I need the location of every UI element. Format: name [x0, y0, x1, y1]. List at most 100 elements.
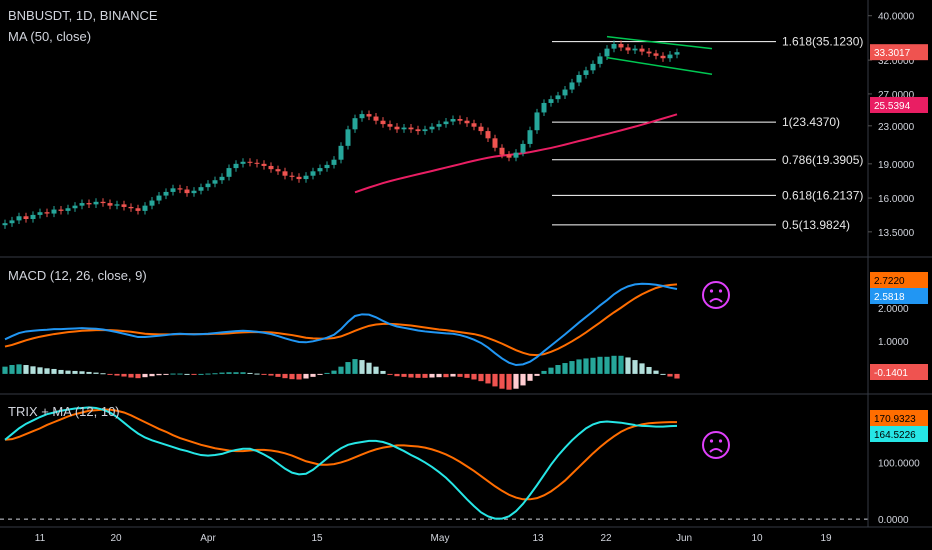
candle[interactable] [86, 203, 92, 205]
channel-upper-line[interactable] [606, 35, 713, 50]
candle[interactable] [156, 195, 162, 201]
candle[interactable] [380, 120, 386, 125]
candle[interactable] [107, 203, 113, 206]
candle[interactable] [604, 48, 610, 57]
candle[interactable] [30, 214, 36, 220]
candle[interactable] [303, 175, 309, 180]
candle[interactable] [282, 171, 288, 176]
candle[interactable] [590, 63, 596, 71]
candle[interactable] [534, 112, 540, 131]
symbol-title[interactable]: BNBUSDT, 1D, BINANCE [8, 8, 158, 23]
candle[interactable] [520, 143, 526, 153]
candle[interactable] [128, 206, 134, 209]
channel-lower-line[interactable] [606, 56, 713, 76]
candle[interactable] [513, 152, 519, 158]
candle[interactable] [415, 129, 421, 132]
candle[interactable] [296, 176, 302, 180]
candle[interactable] [170, 188, 176, 192]
candle[interactable] [261, 163, 267, 166]
candle[interactable] [275, 169, 281, 172]
candle[interactable] [338, 145, 344, 160]
candle[interactable] [114, 204, 120, 206]
candle[interactable] [23, 216, 29, 220]
candle[interactable] [37, 212, 43, 215]
candle[interactable] [9, 220, 15, 224]
candle[interactable] [394, 126, 400, 130]
candle[interactable] [569, 82, 575, 90]
candle[interactable] [429, 126, 435, 130]
ma-indicator-label[interactable]: MA (50, close) [8, 29, 92, 44]
candle[interactable] [254, 162, 260, 164]
candle[interactable] [191, 190, 197, 194]
candle[interactable] [163, 191, 169, 196]
candle[interactable] [359, 114, 365, 119]
candle[interactable] [548, 99, 554, 103]
candle[interactable] [219, 176, 225, 181]
candle[interactable] [387, 124, 393, 127]
candle[interactable] [142, 205, 148, 211]
candle[interactable] [583, 70, 589, 75]
candle[interactable] [240, 161, 246, 164]
candle[interactable] [135, 208, 141, 211]
macd-signal-line[interactable] [4, 283, 678, 357]
candle[interactable] [51, 209, 57, 214]
candle[interactable] [149, 200, 155, 206]
candle[interactable] [72, 205, 78, 209]
candle[interactable] [310, 171, 316, 176]
candle[interactable] [674, 52, 680, 55]
candle[interactable] [121, 204, 127, 207]
candle[interactable] [366, 114, 372, 117]
candle[interactable] [527, 130, 533, 144]
candle[interactable] [352, 118, 358, 130]
candle[interactable] [443, 121, 449, 125]
trix-ma-line[interactable] [4, 408, 678, 501]
candle[interactable] [506, 154, 512, 158]
candle[interactable] [408, 127, 414, 130]
trix-line[interactable] [4, 406, 678, 520]
candle[interactable] [471, 123, 477, 127]
candle[interactable] [247, 161, 253, 163]
candle[interactable] [541, 102, 547, 113]
candle[interactable] [345, 129, 351, 146]
candle[interactable] [492, 138, 498, 148]
candle[interactable] [457, 119, 463, 121]
candle[interactable] [667, 54, 673, 59]
candle[interactable] [653, 53, 659, 56]
candle[interactable] [44, 212, 50, 214]
candle[interactable] [597, 56, 603, 64]
trix-indicator-label[interactable]: TRIX + MA (12, 10) [8, 404, 120, 419]
candle[interactable] [555, 95, 561, 100]
candle[interactable] [212, 180, 218, 184]
candle[interactable] [422, 129, 428, 132]
candle[interactable] [436, 124, 442, 127]
candle[interactable] [450, 119, 456, 122]
candle[interactable] [625, 47, 631, 51]
candle[interactable] [100, 201, 106, 204]
candle[interactable] [632, 48, 638, 51]
candle[interactable] [660, 55, 666, 59]
candle[interactable] [184, 189, 190, 194]
candle[interactable] [58, 209, 64, 211]
candle[interactable] [317, 168, 323, 172]
candle[interactable] [611, 43, 617, 49]
candle[interactable] [205, 183, 211, 188]
candle[interactable] [464, 120, 470, 124]
candle[interactable] [289, 175, 295, 177]
candle[interactable] [562, 89, 568, 96]
candle[interactable] [401, 127, 407, 130]
candle[interactable] [16, 216, 22, 221]
macd-indicator-label[interactable]: MACD (12, 26, close, 9) [8, 268, 147, 283]
macd-line[interactable] [4, 282, 678, 367]
candle[interactable] [485, 131, 491, 139]
candle[interactable] [324, 164, 330, 169]
candle[interactable] [576, 74, 582, 83]
candle[interactable] [478, 126, 484, 132]
candle[interactable] [499, 147, 505, 155]
candle[interactable] [639, 48, 645, 52]
candle[interactable] [79, 203, 85, 206]
candle[interactable] [198, 187, 204, 191]
candle[interactable] [2, 223, 8, 226]
candle[interactable] [331, 159, 337, 165]
candle[interactable] [646, 51, 652, 54]
candle[interactable] [268, 165, 274, 170]
